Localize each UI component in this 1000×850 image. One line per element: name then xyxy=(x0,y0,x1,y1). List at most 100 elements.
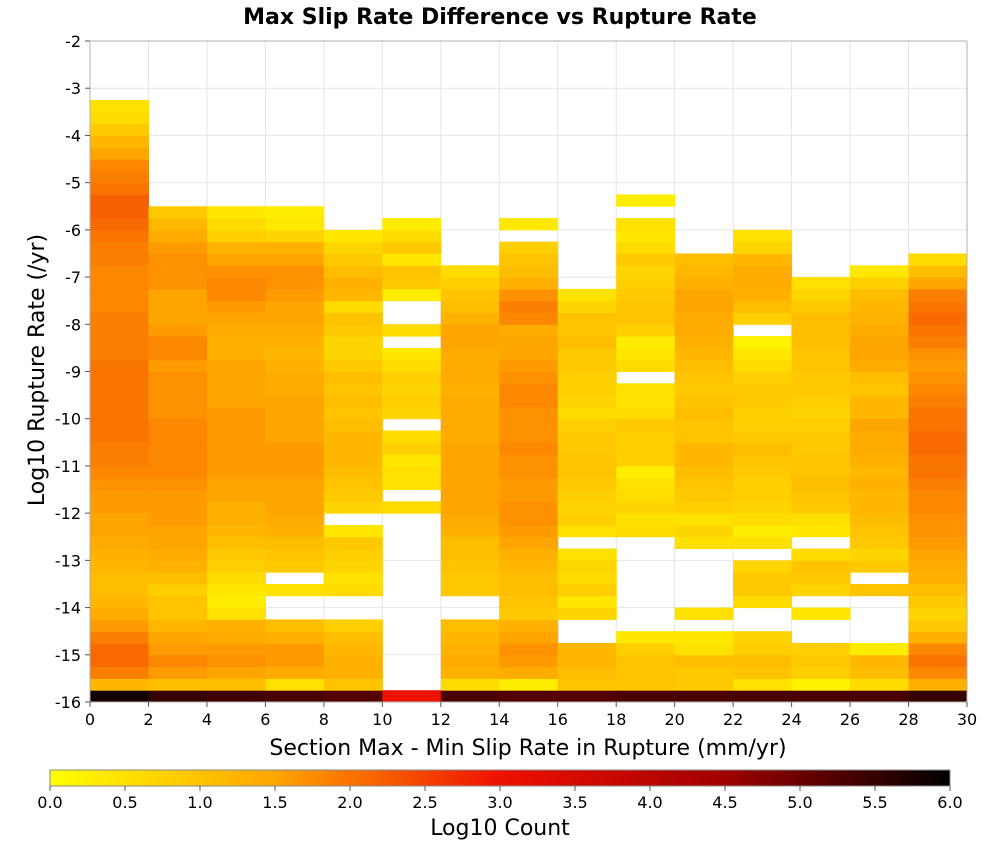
heatmap-cell xyxy=(90,253,149,266)
heatmap-cell xyxy=(382,465,442,479)
heatmap-cell xyxy=(440,442,500,455)
heatmap-cell xyxy=(557,583,617,597)
heatmap-cell xyxy=(791,371,851,384)
heatmap-cell xyxy=(616,654,676,668)
heatmap-cell xyxy=(148,418,208,432)
heatmap-cell xyxy=(616,501,676,514)
heatmap-cell xyxy=(90,336,149,349)
heatmap-cell xyxy=(440,265,500,278)
heatmap-cell xyxy=(206,489,266,502)
heatmap-cell xyxy=(499,666,559,679)
heatmap-cell xyxy=(850,359,910,372)
heatmap-cell xyxy=(440,678,500,691)
heatmap-cell xyxy=(674,631,734,644)
heatmap-cell xyxy=(908,572,968,585)
heatmap-cell xyxy=(206,241,266,254)
heatmap-cell xyxy=(908,477,968,491)
heatmap-cell xyxy=(908,359,968,372)
heatmap-cell xyxy=(90,654,149,668)
heatmap-cell xyxy=(90,123,149,136)
heatmap-cells xyxy=(90,100,968,703)
y-tick-label: -12 xyxy=(55,504,81,523)
heatmap-cell xyxy=(908,513,968,526)
heatmap-cell xyxy=(674,347,734,361)
heatmap-cell xyxy=(440,560,500,573)
heatmap-cell xyxy=(616,241,676,254)
heatmap-cell xyxy=(440,666,500,679)
heatmap-cell xyxy=(323,312,383,325)
heatmap-cell xyxy=(382,501,442,514)
heatmap-cell xyxy=(206,454,266,467)
heatmap-cell xyxy=(908,690,968,703)
heatmap-cell xyxy=(499,253,559,266)
heatmap-cell xyxy=(90,619,149,632)
heatmap-cell xyxy=(90,536,149,550)
heatmap-cell xyxy=(850,583,910,597)
heatmap-cell xyxy=(557,383,617,396)
heatmap-cell xyxy=(265,454,325,467)
heatmap-cell xyxy=(265,548,325,561)
heatmap-cell xyxy=(440,501,500,514)
heatmap-cell xyxy=(791,513,851,526)
heatmap-cell xyxy=(90,135,149,148)
heatmap-cell xyxy=(499,300,559,313)
heatmap-cell xyxy=(557,489,617,502)
y-tick-label: -14 xyxy=(55,599,81,618)
heatmap-cell xyxy=(148,253,208,266)
heatmap-cell xyxy=(206,583,266,597)
heatmap-cell xyxy=(674,406,734,420)
heatmap-cell xyxy=(908,371,968,384)
heatmap-cell xyxy=(733,253,793,266)
heatmap-cell xyxy=(908,312,968,325)
heatmap-cell xyxy=(733,241,793,254)
heatmap-cell xyxy=(323,265,383,278)
heatmap-cell xyxy=(206,418,266,432)
heatmap-cell xyxy=(791,312,851,325)
heatmap-cell xyxy=(674,536,734,550)
colorbar-tick-label: 5.0 xyxy=(787,793,812,812)
heatmap-cell xyxy=(90,560,149,573)
heatmap-cell xyxy=(557,477,617,491)
heatmap-cell xyxy=(616,678,676,691)
x-tick-label: 18 xyxy=(606,710,626,729)
heatmap-cell xyxy=(148,501,208,514)
heatmap-cell xyxy=(733,312,793,325)
heatmap-cell xyxy=(850,324,910,337)
x-tick-label: 20 xyxy=(664,710,684,729)
heatmap-cell xyxy=(908,383,968,396)
heatmap-cell xyxy=(616,277,676,290)
heatmap-cell xyxy=(206,430,266,443)
heatmap-cell xyxy=(557,666,617,679)
heatmap-cell xyxy=(323,524,383,538)
heatmap-cell xyxy=(148,406,208,420)
heatmap-cell xyxy=(265,501,325,514)
heatmap-cell xyxy=(90,300,149,313)
heatmap-cell xyxy=(557,324,617,337)
heatmap-cell xyxy=(499,265,559,278)
heatmap-cell xyxy=(265,359,325,372)
heatmap-cell xyxy=(323,477,383,491)
heatmap-cell xyxy=(323,383,383,396)
heatmap-cell xyxy=(382,477,442,491)
heatmap-cell xyxy=(733,229,793,243)
heatmap-cell xyxy=(850,536,910,550)
heatmap-cell xyxy=(148,536,208,550)
heatmap-cell xyxy=(499,324,559,337)
heatmap-cell xyxy=(908,300,968,313)
colorbar xyxy=(49,769,951,787)
heatmap-cell xyxy=(323,666,383,679)
heatmap-cell xyxy=(90,678,149,691)
heatmap-cell xyxy=(499,583,559,597)
heatmap-cell xyxy=(148,300,208,313)
colorbar-tick-label: 3.5 xyxy=(562,793,587,812)
heatmap-cell xyxy=(850,288,910,302)
y-tick-label: -5 xyxy=(65,174,81,193)
heatmap-cell xyxy=(148,312,208,325)
heatmap-cell xyxy=(850,336,910,349)
chart-title: Max Slip Rate Difference vs Rupture Rate xyxy=(243,5,757,30)
heatmap-cell xyxy=(557,678,617,691)
heatmap-cell xyxy=(499,454,559,467)
heatmap-cell xyxy=(791,489,851,502)
heatmap-cell xyxy=(908,501,968,514)
y-tick-label: -13 xyxy=(55,551,81,570)
